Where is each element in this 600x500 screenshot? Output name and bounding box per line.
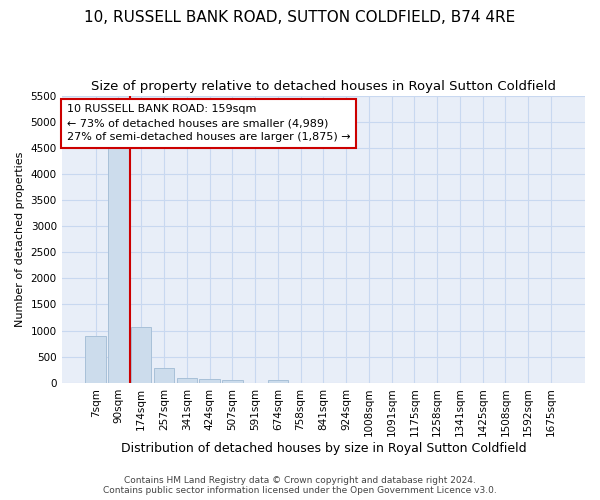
Text: 10, RUSSELL BANK ROAD, SUTTON COLDFIELD, B74 4RE: 10, RUSSELL BANK ROAD, SUTTON COLDFIELD,…: [85, 10, 515, 25]
Bar: [176, 378, 197, 383]
Title: Size of property relative to detached houses in Royal Sutton Coldfield: Size of property relative to detached ho…: [91, 80, 556, 93]
Bar: [131, 327, 151, 383]
Text: Contains HM Land Registry data © Crown copyright and database right 2024.
Contai: Contains HM Land Registry data © Crown c…: [103, 476, 497, 495]
Bar: [222, 380, 242, 383]
Text: 10 RUSSELL BANK ROAD: 159sqm
← 73% of detached houses are smaller (4,989)
27% of: 10 RUSSELL BANK ROAD: 159sqm ← 73% of de…: [67, 104, 350, 142]
Bar: [85, 336, 106, 383]
Y-axis label: Number of detached properties: Number of detached properties: [15, 152, 25, 327]
Bar: [199, 378, 220, 383]
Bar: [154, 368, 174, 383]
Bar: [108, 144, 129, 383]
Bar: [268, 380, 288, 383]
X-axis label: Distribution of detached houses by size in Royal Sutton Coldfield: Distribution of detached houses by size …: [121, 442, 526, 455]
